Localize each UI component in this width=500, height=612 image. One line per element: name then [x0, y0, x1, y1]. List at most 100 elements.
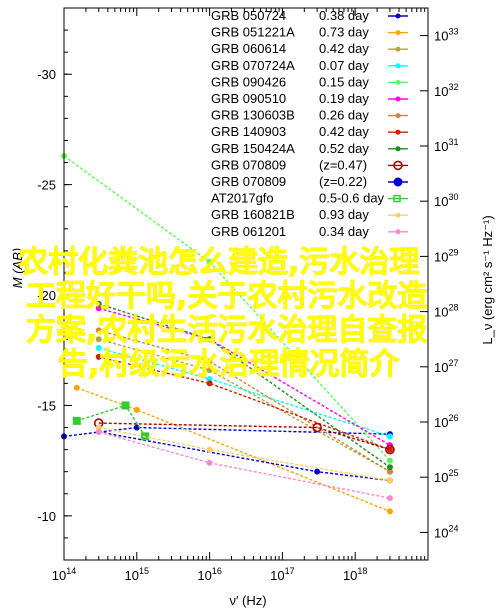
x-axis-title: ν′ (Hz) — [229, 593, 266, 608]
legend-series-name: GRB 070809 — [211, 157, 286, 172]
legend-series-name: GRB 130603B — [211, 108, 295, 123]
data-point — [206, 367, 213, 374]
legend-series-label: 0.19 day — [319, 91, 369, 106]
series-line — [98, 422, 391, 451]
data-point — [312, 422, 322, 433]
legend-swatch-marker — [395, 129, 401, 135]
data-point — [386, 457, 393, 464]
legend-series-label: 0.34 day — [319, 224, 369, 239]
legend-swatch-marker — [395, 212, 401, 218]
series-line — [98, 431, 391, 499]
y-right-tick-label: 1025 — [434, 468, 458, 485]
legend-series-name: GRB 160821B — [211, 207, 295, 222]
y-right-tick-label: 1033 — [434, 27, 458, 44]
x-tick-label: 1017 — [270, 566, 294, 583]
legend-swatch-marker — [395, 30, 401, 36]
data-point — [121, 401, 130, 410]
legend-series-label: 0.93 day — [319, 207, 369, 222]
legend-series-name: GRB 051221A — [211, 25, 295, 40]
data-point — [206, 336, 213, 343]
legend-series-label: 0.42 day — [319, 41, 369, 56]
data-point — [206, 380, 213, 387]
legend-swatch-marker — [395, 146, 401, 152]
legend-series-label: 0.73 day — [319, 25, 369, 40]
legend-series-label: 0.5-0.6 day — [319, 191, 385, 206]
data-point — [386, 508, 393, 515]
data-point — [386, 446, 393, 453]
legend-series-label: 0.42 day — [319, 124, 369, 139]
y-right-tick-label: 1027 — [434, 358, 458, 375]
legend-series-name: GRB 060614 — [211, 41, 286, 56]
legend-swatch-marker — [395, 13, 401, 19]
legend-series-label: 0.38 day — [319, 8, 369, 23]
legend-swatch-marker — [395, 113, 401, 119]
legend-swatch-marker — [395, 229, 401, 235]
data-point — [95, 300, 102, 307]
legend-swatch-marker — [393, 160, 403, 171]
y-left-tick-label: -20 — [37, 288, 56, 303]
legend-series-name: GRB 070724A — [211, 58, 295, 73]
data-point — [206, 375, 213, 382]
legend-series-name: AT2017gfo — [211, 191, 274, 206]
y-right-tick-label: 1028 — [434, 303, 458, 320]
data-point — [72, 416, 81, 425]
data-point — [133, 406, 140, 413]
legend-swatch-marker — [393, 177, 403, 187]
data-point — [95, 428, 102, 435]
legend-swatch-marker — [395, 46, 401, 52]
data-point — [95, 424, 102, 431]
overlay-line-3: 方案,农村生活污水治理自查报 — [26, 313, 427, 348]
x-tick-label: 1015 — [125, 566, 149, 583]
data-point — [386, 464, 393, 471]
legend-series-label: (z=0.22) — [319, 174, 367, 189]
y-right-tick-label: 1024 — [434, 523, 458, 540]
data-point — [95, 327, 102, 334]
legend-series-label: 0.26 day — [319, 108, 369, 123]
y-right-tick-label: 1030 — [434, 192, 458, 209]
series-line — [98, 356, 391, 451]
data-point — [386, 477, 393, 484]
data-point — [95, 345, 102, 352]
y-right-tick-label: 1031 — [434, 137, 458, 154]
y-right-tick-label: 1026 — [434, 413, 458, 430]
data-point — [386, 433, 393, 440]
data-point — [385, 444, 395, 455]
y-left-tick-label: -10 — [37, 509, 56, 524]
data-point — [73, 384, 80, 391]
overlay-line-4: 告,村级污水治理情况简介 — [58, 347, 400, 382]
legend-series-label: 0.52 day — [319, 141, 369, 156]
data-point — [386, 495, 393, 502]
legend-series-name: GRB 090426 — [211, 74, 286, 89]
y-right-tick-label: 1029 — [434, 247, 458, 264]
overlay-line-1: 农村化粪池怎么建造,污水治理 — [17, 245, 419, 280]
legend-series-name: GRB 150424A — [211, 141, 295, 156]
y-axis-title-right: L_ν (erg cm² s⁻¹ Hz⁻¹) — [480, 215, 495, 344]
y-left-tick-label: -15 — [37, 398, 56, 413]
series-line — [63, 426, 390, 438]
y-axis-title-left: M (AB) — [10, 248, 25, 288]
y-left-tick-label: -25 — [37, 178, 56, 193]
plot-frame — [63, 7, 429, 561]
legend-series-label: 0.15 day — [319, 74, 369, 89]
data-point — [95, 336, 102, 343]
legend-swatch-marker — [395, 79, 401, 85]
legend-series-name: GRB 070809 — [211, 174, 286, 189]
data-point — [206, 258, 213, 265]
data-point — [206, 358, 213, 365]
data-point — [314, 468, 321, 475]
data-point — [95, 353, 102, 360]
legend-series-label: (z=0.47) — [319, 157, 367, 172]
data-point — [206, 459, 213, 466]
y-right-tick-label: 1032 — [434, 82, 458, 99]
y-left-tick-label: -30 — [37, 67, 56, 82]
legend-series-name: GRB 090510 — [211, 91, 286, 106]
x-tick-label: 1014 — [52, 566, 76, 583]
series-line — [76, 387, 391, 513]
legend-swatch-marker — [393, 194, 401, 203]
x-tick-label: 1018 — [343, 566, 367, 583]
data-point — [95, 305, 102, 312]
x-tick-label: 1016 — [197, 566, 221, 583]
overlay-line-2: 工程好干吗,关于农村污水改造 — [26, 279, 427, 314]
series-line — [98, 426, 391, 482]
